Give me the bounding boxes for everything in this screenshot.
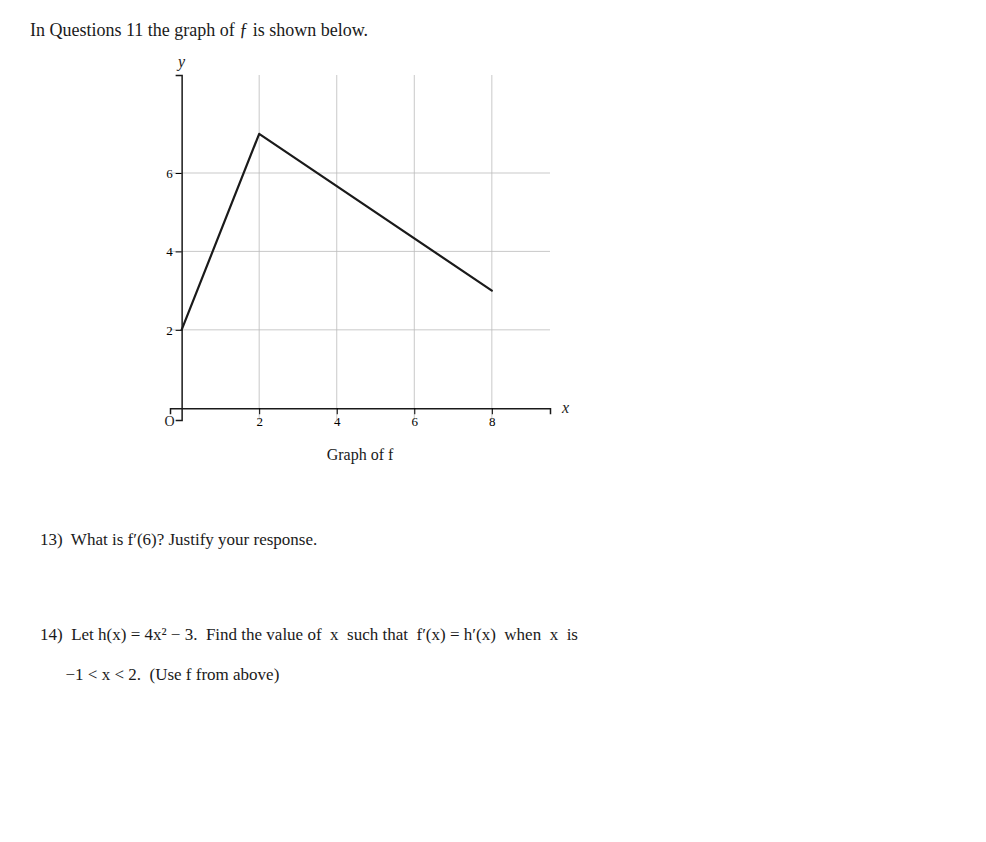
x-tick-label: 6 (412, 414, 419, 429)
y-tick-mark (176, 173, 182, 174)
origin-label: O (165, 414, 175, 429)
grid-line-x (491, 75, 492, 420)
y-tick-mark (176, 251, 182, 252)
grid-line-x (259, 75, 260, 420)
grid (170, 75, 550, 420)
x-axis: 2 4 6 8 (171, 408, 551, 429)
x-tick-label: 8 (489, 414, 496, 429)
x-axis-label: x (561, 399, 569, 416)
y-axis-line (176, 76, 183, 421)
grid-line-x (336, 75, 337, 420)
x-tick: 4 (334, 408, 341, 429)
x-axis-line (171, 409, 551, 415)
y-tick-label: 4 (166, 244, 173, 259)
y-tick-label: 2 (166, 322, 173, 337)
graph-label: Graph of f (327, 446, 394, 464)
y-tick: 2 (166, 322, 182, 337)
grid-line-y (170, 329, 550, 330)
grid-line-x (414, 75, 415, 420)
grid-line-y (170, 251, 550, 252)
chart: In Questions 11 the graph of ƒ is shown … (0, 0, 986, 842)
y-tick: 6 (166, 166, 182, 181)
x-tick-mark (492, 408, 493, 414)
title: In Questions 11 the graph of ƒ is shown … (30, 20, 368, 40)
x-tick: 8 (489, 408, 496, 429)
x-tick: 2 (256, 408, 263, 429)
question-text: −1 < x < 2. (Use f from above) (40, 665, 279, 684)
x-tick-mark (337, 408, 338, 414)
x-tick-label: 2 (256, 414, 263, 429)
x-tick-mark (259, 408, 260, 414)
y-axis: 2 4 6 (166, 76, 182, 421)
y-axis-label: y (176, 53, 186, 71)
x-tick: 6 (412, 408, 419, 429)
question-text: 14) Let h(x) = 4x² − 3. Find the value o… (40, 625, 578, 644)
line (182, 134, 492, 330)
grid-line-y (170, 173, 550, 174)
plot-marks (182, 134, 492, 330)
question-text: 13) What is f′(6)? Justify your response… (40, 530, 317, 549)
x-tick-mark (414, 408, 415, 414)
x-tick-label: 4 (334, 414, 341, 429)
y-tick: 4 (166, 244, 182, 259)
y-tick-label: 6 (166, 166, 173, 181)
